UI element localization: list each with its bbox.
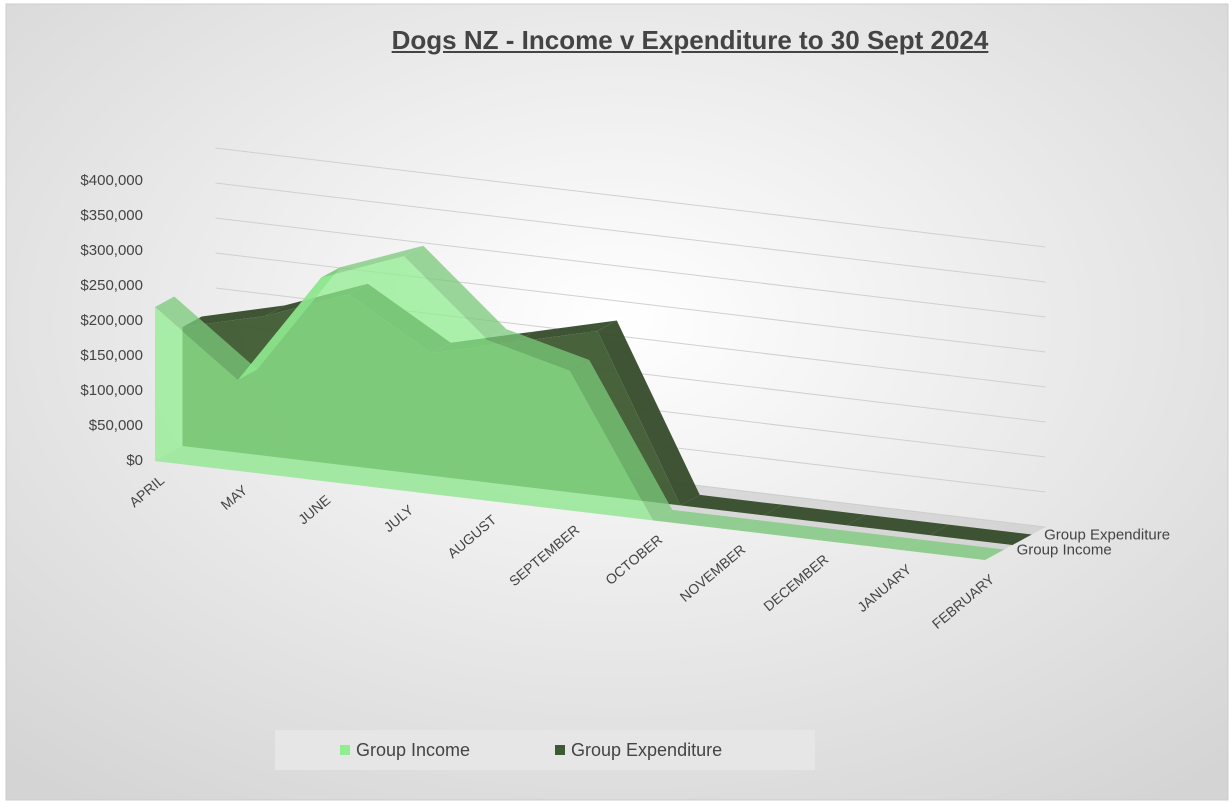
y-tick-label: $300,000: [80, 242, 143, 259]
area-top: [182, 305, 285, 327]
legend-label: Group Income: [356, 740, 470, 760]
y-tick-label: $50,000: [89, 417, 143, 434]
series-axis-label: Group Income: [1017, 542, 1112, 559]
area-top: [736, 519, 839, 541]
area-top: [680, 494, 783, 516]
area-top: [902, 539, 1005, 560]
grid-line: [215, 147, 1046, 248]
y-tick-label: $0: [126, 452, 143, 469]
series-axis-label: Group Expenditure: [1044, 527, 1170, 544]
legend-label: Group Expenditure: [571, 740, 722, 760]
area: [155, 256, 985, 560]
area-top: [487, 329, 590, 371]
area-top: [514, 320, 617, 343]
y-tick-label: $350,000: [80, 207, 143, 224]
y-tick-label: $200,000: [80, 312, 143, 329]
legend-swatch: [555, 745, 565, 755]
grid-line: [215, 217, 1046, 318]
area-top: [846, 514, 949, 536]
area-top: [570, 360, 673, 521]
grid-line: [215, 182, 1046, 283]
area-top: [819, 529, 922, 551]
area-top: [321, 245, 424, 278]
area-top: [929, 524, 1032, 545]
area-top: [155, 296, 258, 380]
area-top: [404, 245, 507, 340]
y-tick-label: $250,000: [80, 277, 143, 294]
chart-title: Dogs NZ - Income v Expenditure to 30 Sep…: [391, 25, 989, 55]
legend-box: [275, 730, 815, 770]
legend-swatch: [340, 745, 350, 755]
area-top: [763, 504, 866, 526]
y-tick-label: $150,000: [80, 347, 143, 364]
y-tick-label: $400,000: [80, 172, 143, 189]
area-top: [653, 509, 756, 531]
area-top: [597, 320, 700, 506]
y-tick-label: $100,000: [80, 382, 143, 399]
